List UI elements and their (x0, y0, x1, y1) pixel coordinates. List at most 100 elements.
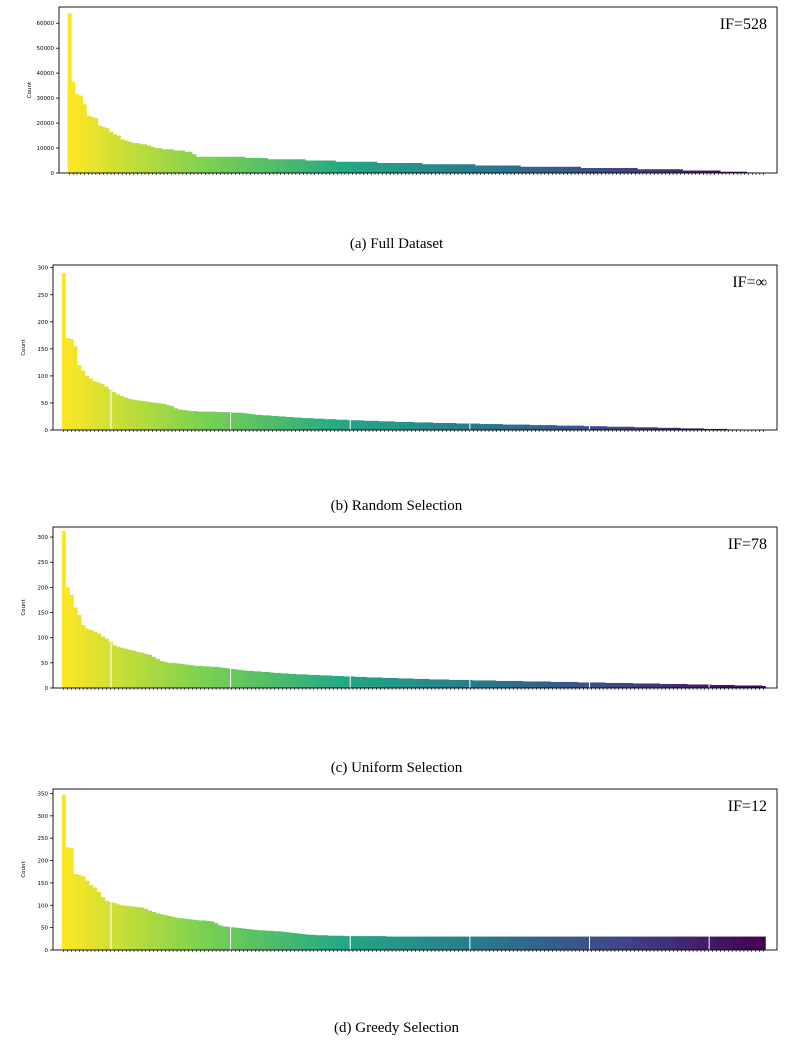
bar (120, 905, 125, 950)
bar (315, 935, 321, 950)
bar (534, 936, 540, 950)
bar (497, 165, 502, 173)
bar (584, 168, 589, 173)
bar (139, 400, 144, 430)
bar (266, 415, 271, 430)
bar (61, 794, 66, 950)
panel-full-dataset: 0 10000 20000 30000 40000 50000 60000 Count IF=5… (0, 0, 793, 258)
bar (569, 166, 574, 173)
bar (331, 935, 336, 950)
bar (437, 936, 442, 950)
bar (667, 683, 672, 688)
bar (284, 673, 289, 688)
bar (292, 673, 297, 688)
bar (562, 936, 567, 950)
bar (486, 165, 491, 173)
bar (548, 425, 554, 430)
bar (667, 169, 672, 173)
bars (61, 273, 739, 430)
bar (111, 392, 117, 430)
bar (520, 166, 525, 173)
chart-full-dataset: 0 10000 20000 30000 40000 50000 60000 Count IF=5… (27, 6, 778, 177)
bar (421, 678, 426, 688)
bar (264, 930, 270, 950)
bar (78, 95, 84, 173)
bar (261, 671, 266, 688)
bar (256, 158, 261, 173)
bar (472, 680, 477, 688)
bar (403, 163, 408, 173)
bar (313, 418, 318, 430)
bar (147, 910, 152, 950)
bar (505, 165, 510, 173)
bar (632, 683, 637, 688)
bar (636, 683, 641, 688)
bar (409, 678, 414, 688)
bar (554, 681, 559, 688)
bar (297, 159, 302, 173)
bar (640, 683, 645, 688)
bar (478, 165, 483, 173)
bar (135, 400, 140, 430)
bar (487, 680, 493, 688)
bar (229, 927, 235, 950)
y-tick-label: 300 (38, 814, 49, 820)
bar (482, 165, 487, 173)
bar (433, 164, 438, 173)
bar (258, 414, 264, 430)
bar (262, 415, 267, 430)
bar (512, 165, 517, 173)
bar (436, 422, 441, 430)
bar (226, 156, 231, 173)
bar (346, 161, 351, 173)
y-tick-label: 60000 (37, 21, 55, 27)
y-tick-label: 300 (38, 535, 49, 541)
bar (100, 897, 106, 950)
y-tick-label: 300 (38, 266, 49, 272)
bar (327, 675, 332, 688)
y-axis-label: Count (27, 81, 33, 98)
bar (85, 628, 90, 688)
bar (304, 934, 309, 950)
bar (659, 936, 665, 950)
bar (595, 426, 600, 430)
y-tick-label: 50 (41, 926, 48, 932)
bar (300, 674, 305, 688)
bar (243, 413, 248, 430)
bar (550, 166, 555, 173)
bar (198, 920, 203, 950)
bar (558, 166, 563, 173)
bar (731, 171, 736, 173)
bar (390, 421, 395, 430)
bar (237, 928, 242, 950)
bar (390, 677, 395, 688)
bar (569, 936, 575, 950)
bar (463, 164, 468, 173)
bar (280, 673, 285, 688)
bar (323, 675, 328, 688)
bar (745, 936, 751, 950)
bar (668, 427, 673, 430)
bar (73, 873, 78, 950)
bar (687, 684, 692, 688)
bar (460, 936, 465, 950)
bar (358, 936, 364, 950)
bar (239, 412, 244, 430)
bar (128, 649, 133, 688)
bar (440, 679, 446, 688)
bar (131, 399, 136, 430)
bar (397, 936, 403, 950)
bar (124, 905, 129, 950)
bar (165, 149, 170, 173)
bar (705, 170, 710, 173)
bar (89, 630, 94, 688)
bar (499, 680, 504, 688)
bar (202, 920, 207, 950)
bar (448, 422, 453, 430)
bar (577, 682, 583, 688)
bar (216, 412, 221, 430)
bar (595, 168, 600, 173)
bar (155, 913, 160, 950)
bar (641, 169, 646, 173)
bar (483, 936, 489, 950)
